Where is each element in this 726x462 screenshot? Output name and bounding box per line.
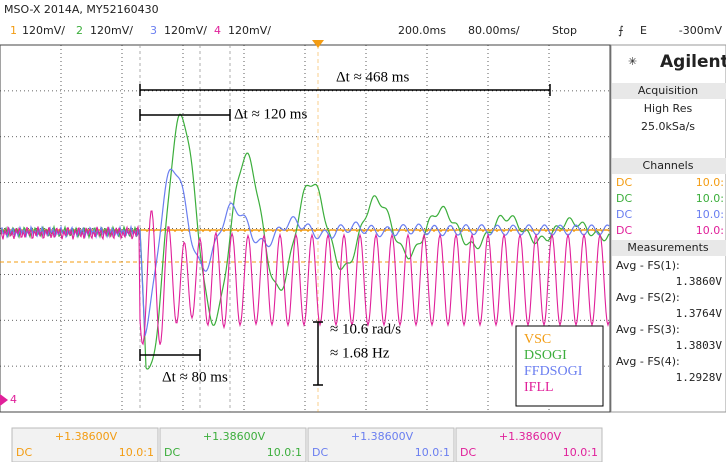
waveform-area: Δt ≈ 468 ms Δt ≈ 120 ms Δt ≈ 80 ms ≈ 10.6 r… — [0, 40, 610, 412]
measurement-value: 1.2928V — [676, 371, 723, 384]
brand: Agilent — [660, 52, 726, 72]
channel-coupling: DC — [616, 208, 632, 221]
measurement-value: 1.3860V — [676, 275, 723, 288]
channel-number: 4 — [214, 24, 221, 37]
channel-scale: 120mV/ — [90, 24, 133, 37]
channel-probe: 10.0:1 — [415, 446, 450, 459]
channel-offset: +1.38600V — [499, 430, 562, 443]
measurement-label: Avg - FS(2): — [616, 291, 680, 304]
channel-coupling: DC — [616, 224, 632, 237]
channel-probe: 10.0: — [696, 224, 724, 237]
model: MSO-X 2014A, MY52160430 — [4, 3, 159, 16]
channel-number: 3 — [150, 24, 157, 37]
annotation: ≈ 1.68 Hz — [330, 345, 390, 361]
channel-probe: 10.0:1 — [267, 446, 302, 459]
channel-coupling: DC — [460, 446, 476, 459]
ground-marker-label: 4 — [10, 393, 17, 406]
oscilloscope-screen: Δt ≈ 468 ms Δt ≈ 120 ms Δt ≈ 80 ms ≈ 10.6 r… — [0, 0, 726, 462]
acq-mode: High Res — [644, 102, 693, 115]
measurement-label: Avg - FS(3): — [616, 323, 680, 336]
measurement-value: 1.3803V — [676, 339, 723, 352]
trigger-level: -300mV — [679, 24, 723, 37]
channel-coupling: DC — [164, 446, 180, 459]
channel-probe: 10.0: — [696, 192, 724, 205]
measurement-value: 1.3764V — [676, 307, 723, 320]
measurement-label: Avg - FS(1): — [616, 259, 680, 272]
channel-probe: 10.0: — [696, 208, 724, 221]
time-reference: 200.0ms — [398, 24, 446, 37]
brand-star: ✳ — [628, 55, 637, 68]
channel-coupling: DC — [16, 446, 32, 459]
trigger-edge: E — [640, 24, 647, 37]
channel-coupling: DC — [616, 176, 632, 189]
annotation: Δt ≈ 80 ms — [162, 369, 228, 385]
acq-rate: 25.0kSa/s — [641, 120, 695, 133]
channel-scale: 120mV/ — [22, 24, 65, 37]
channel-probe: 10.0:1 — [119, 446, 154, 459]
time-scale: 80.00ms/ — [468, 24, 520, 37]
annotation: Δt ≈ 468 ms — [336, 69, 409, 85]
channel-offset: +1.38600V — [203, 430, 266, 443]
legend-entry: VSC — [524, 332, 551, 347]
channel-probe: 10.0: — [696, 176, 724, 189]
legend-entry: DSOGI — [524, 348, 567, 363]
measurement-label: Avg - FS(4): — [616, 355, 680, 368]
channel-offset: +1.38600V — [351, 430, 414, 443]
channel-number: 1 — [10, 24, 17, 37]
channel-coupling: DC — [312, 446, 328, 459]
section-title: Acquisition — [638, 84, 698, 97]
channel-coupling: DC — [616, 192, 632, 205]
annotation: ≈ 10.6 rad/s — [330, 321, 401, 337]
channel-number: 2 — [76, 24, 83, 37]
section-title: Measurements — [627, 241, 709, 254]
legend-entry: IFLL — [524, 380, 554, 395]
channel-scale: 120mV/ — [228, 24, 271, 37]
channel-probe: 10.0:1 — [563, 446, 598, 459]
section-title: Channels — [643, 159, 694, 172]
legend-entry: FFDSOGI — [524, 364, 583, 379]
channel-offset: +1.38600V — [55, 430, 118, 443]
annotation: Δt ≈ 120 ms — [234, 106, 307, 122]
trigger-icon: ⨍ — [618, 24, 624, 37]
channel-scale: 120mV/ — [164, 24, 207, 37]
run-status: Stop — [552, 24, 577, 37]
